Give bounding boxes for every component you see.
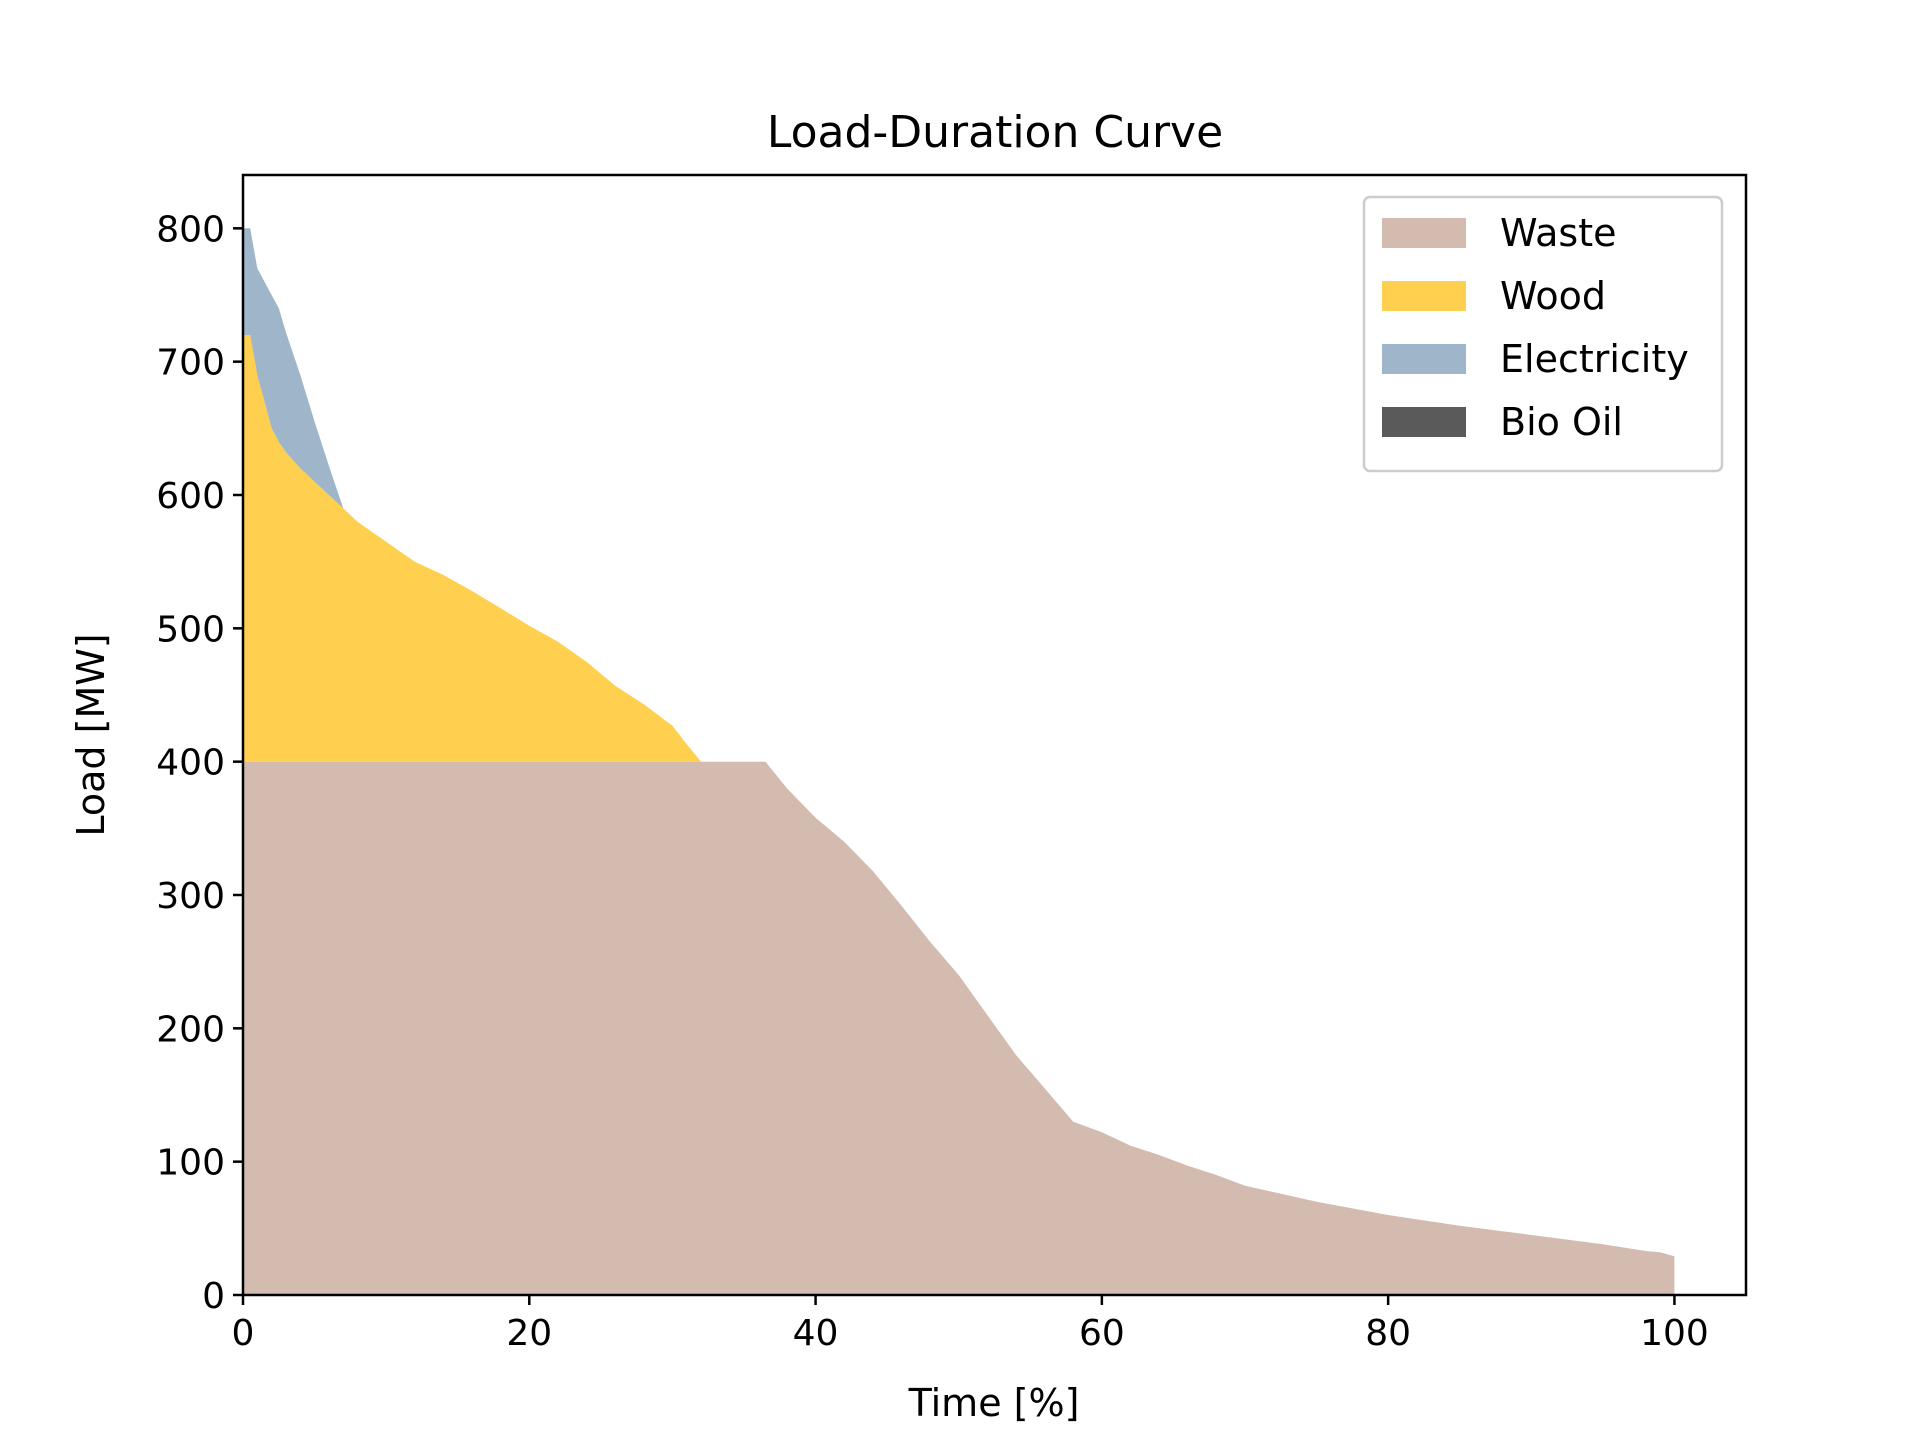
legend-swatch-waste [1382,218,1466,248]
y-tick-label: 400 [156,743,225,784]
x-tick-label: 60 [1079,1313,1125,1354]
y-tick-label: 100 [156,1143,225,1184]
legend-label-electricity: Electricity [1500,337,1689,381]
x-tick-label: 80 [1365,1313,1411,1354]
x-axis-label: Time [%] [908,1381,1080,1425]
legend-box [1362,195,1724,473]
legend-swatch-electricity [1382,344,1466,374]
legend-swatch-bio-oil [1382,407,1466,437]
y-tick-label: 500 [156,609,225,650]
stacked-areas [243,228,1675,1295]
legend-label-bio-oil: Bio Oil [1500,400,1623,444]
y-tick-label: 300 [156,876,225,917]
y-tick-label: 800 [156,209,225,250]
y-tick-label: 200 [156,1009,225,1050]
y-axis-label: Load [MW] [69,633,113,836]
x-tick-label: 20 [506,1313,552,1354]
legend-label-wood: Wood [1500,274,1606,318]
y-axis-ticks: 0 100 200 300 400 500 600 700 800 [156,209,243,1317]
y-tick-label: 700 [156,343,225,384]
x-tick-label: 100 [1640,1313,1709,1354]
plot-frame [241,173,1748,1297]
legend: Waste Wood Electricity Bio Oil [1362,195,1724,473]
chart-title: Load-Duration Curve [767,107,1223,158]
x-tick-label: 0 [232,1313,255,1354]
legend-swatch-wood [1382,281,1466,311]
x-tick-label: 40 [793,1313,839,1354]
y-tick-label: 0 [202,1276,225,1317]
area-waste [243,761,1675,1295]
y-tick-label: 600 [156,476,225,517]
x-axis-ticks: 0 20 40 60 80 100 [232,1295,1709,1354]
legend-label-waste: Waste [1500,211,1617,255]
